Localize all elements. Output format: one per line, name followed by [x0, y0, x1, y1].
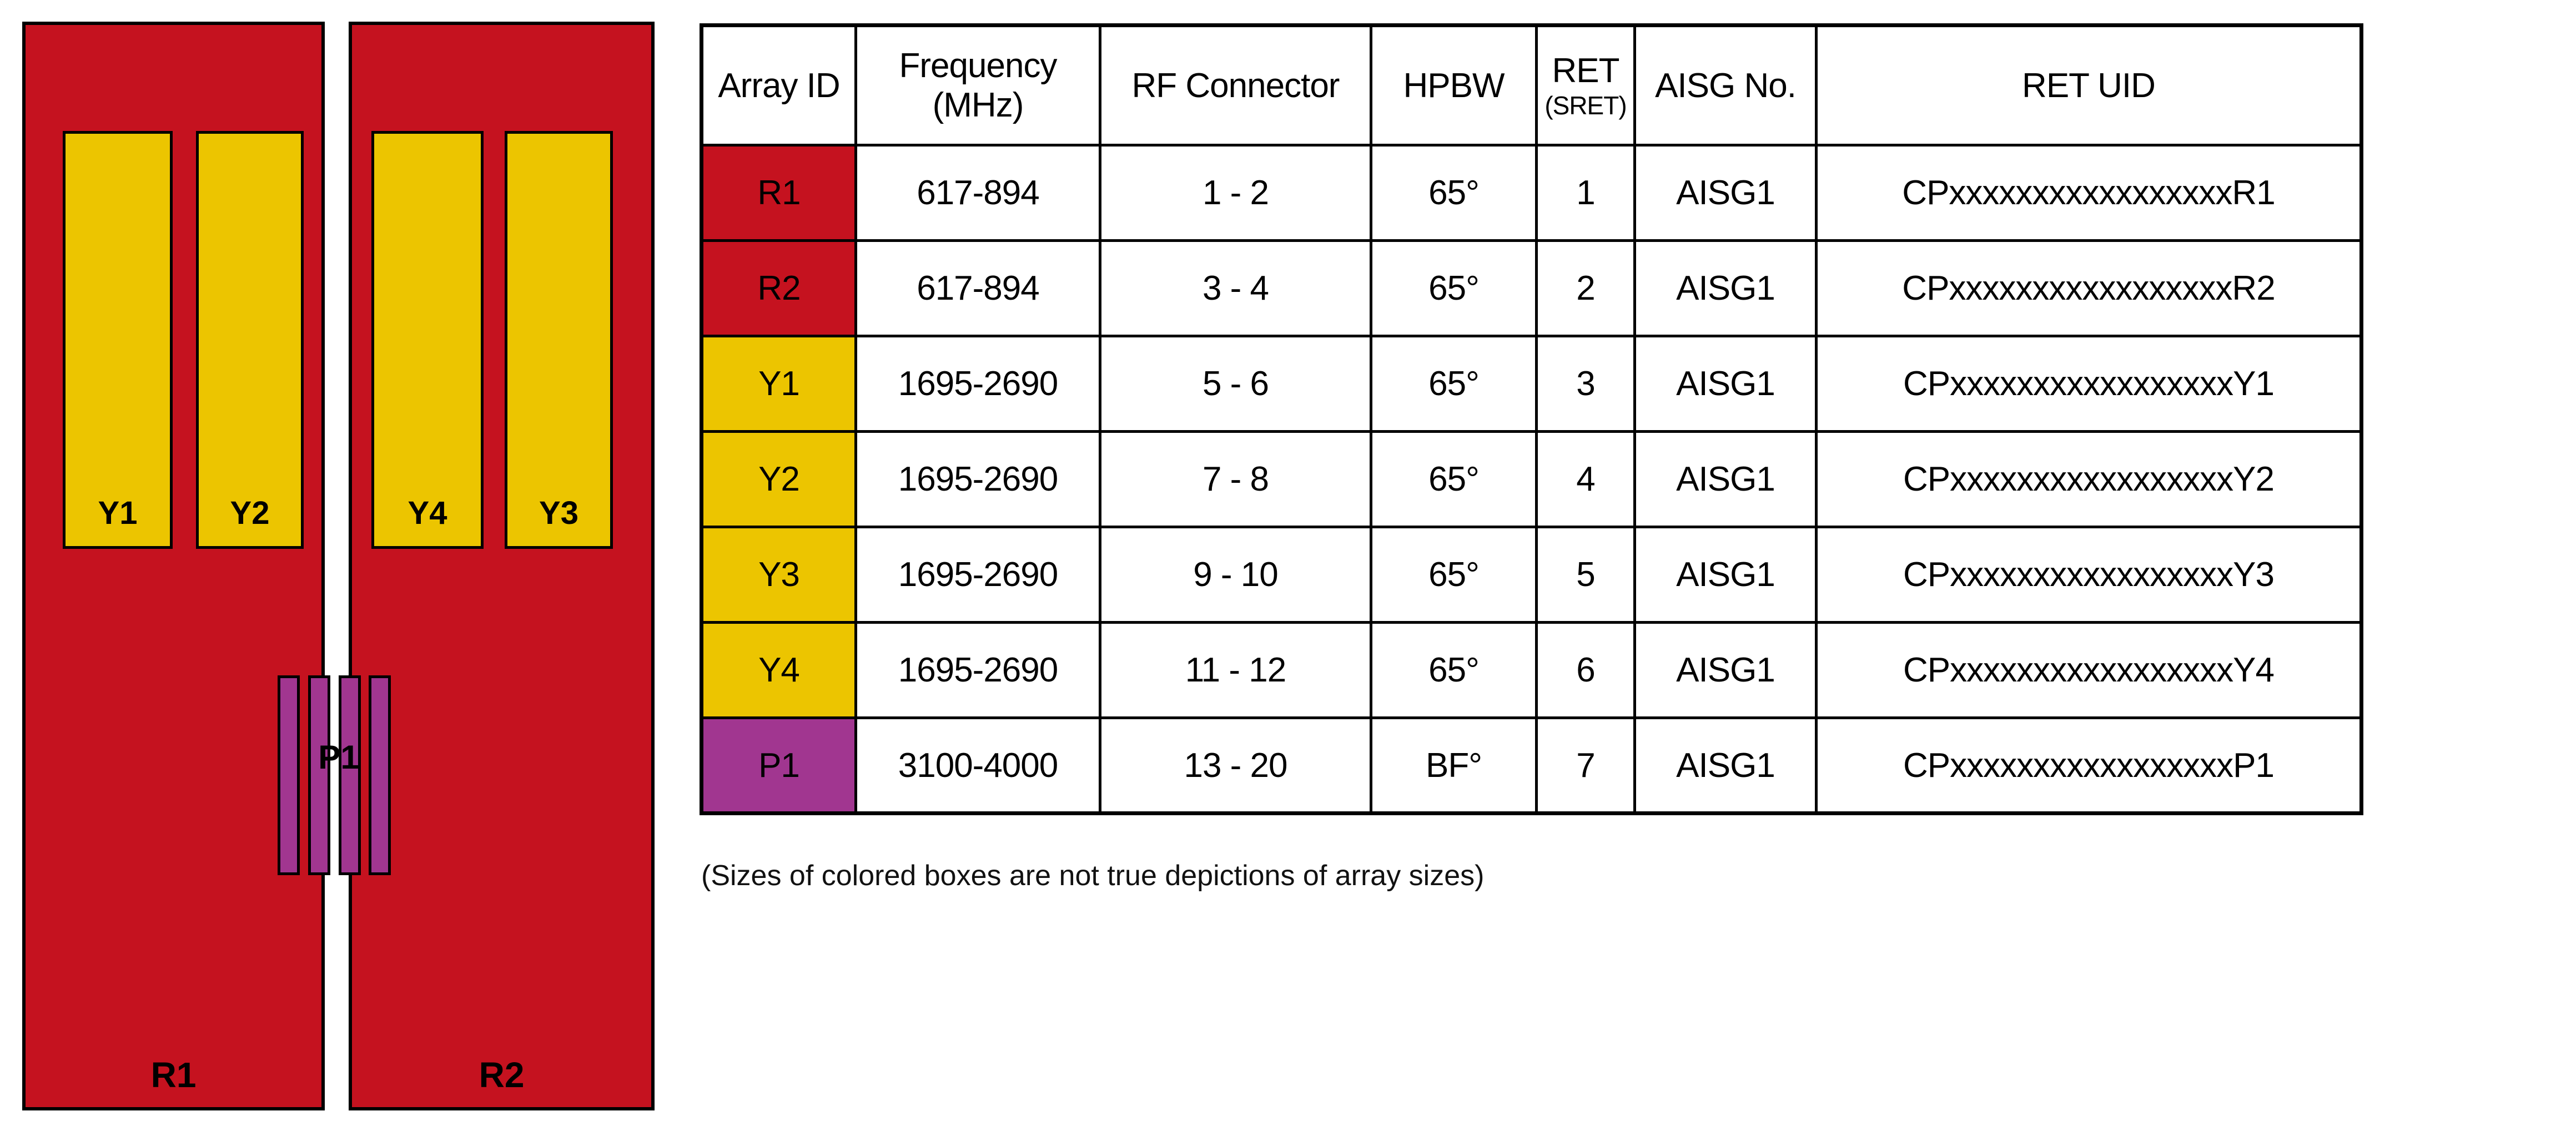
table-row-P1: P1 3100-4000 13 - 20 BF° 7 AISG1 CPxxxxx…: [700, 716, 2363, 815]
ret-uid-cell: CPxxxxxxxxxxxxxxxxxR1: [1815, 144, 2363, 242]
col-header-array-id: Array ID: [700, 24, 857, 147]
ret-cell: 1: [1535, 144, 1636, 242]
array-id-cell: R1: [700, 144, 857, 242]
hpbw-cell: 65°: [1370, 621, 1538, 719]
table-row-R1: R1 617-894 1 - 2 65° 1 AISG1 CPxxxxxxxxx…: [700, 144, 2363, 242]
col-header-rf-connector: RF Connector: [1099, 24, 1372, 147]
hpbw-cell: 65°: [1370, 430, 1538, 528]
table-row-Y3: Y3 1695-2690 9 - 10 65° 5 AISG1 CPxxxxxx…: [700, 526, 2363, 624]
p1-strip-1: [278, 675, 300, 875]
array-id-cell: Y1: [700, 335, 857, 433]
col-header-aisg-no-text: AISG No.: [1655, 66, 1797, 105]
table-row-Y4: Y4 1695-2690 11 - 12 65° 6 AISG1 CPxxxxx…: [700, 621, 2363, 719]
aisg-no-cell: AISG1: [1633, 526, 1818, 624]
col-header-frequency-unit: (MHz): [932, 86, 1024, 124]
ret-cell: 2: [1535, 239, 1636, 337]
ret-cell: 4: [1535, 430, 1636, 528]
size-disclaimer-caption: (Sizes of colored boxes are not true dep…: [701, 860, 1485, 892]
panel-R2-label: R2: [479, 1055, 525, 1095]
aisg-no-cell: AISG1: [1633, 621, 1818, 719]
array-box-Y2: Y2: [196, 131, 304, 549]
aisg-no-cell: AISG1: [1633, 144, 1818, 242]
rf-connector-cell: 3 - 4: [1099, 239, 1372, 337]
ret-cell: 7: [1535, 716, 1636, 815]
col-header-ret-sub: (SRET): [1544, 90, 1627, 120]
rf-connector-cell: 13 - 20: [1099, 716, 1372, 815]
col-header-ret-uid-text: RET UID: [2022, 66, 2156, 105]
array-box-Y4-label: Y4: [407, 495, 447, 531]
rf-connector-cell: 7 - 8: [1099, 430, 1372, 528]
array-box-Y4: Y4: [371, 131, 484, 549]
panel-R1-label: R1: [150, 1055, 197, 1095]
frequency-cell: 1695-2690: [854, 621, 1101, 719]
array-id-cell: R2: [700, 239, 857, 337]
ret-cell: 5: [1535, 526, 1636, 624]
array-box-Y1-label: Y1: [98, 495, 138, 531]
aisg-no-cell: AISG1: [1633, 716, 1818, 815]
array-id-cell: Y3: [700, 526, 857, 624]
p1-strip-2: [308, 675, 330, 875]
array-box-Y2-label: Y2: [230, 495, 270, 531]
col-header-frequency-text: Frequency: [899, 47, 1058, 85]
col-header-ret-uid: RET UID: [1815, 24, 2363, 147]
frequency-cell: 3100-4000: [854, 716, 1101, 815]
aisg-no-cell: AISG1: [1633, 239, 1818, 337]
frequency-cell: 1695-2690: [854, 430, 1101, 528]
array-id-cell: P1: [700, 716, 857, 815]
p1-strip-3: [339, 675, 361, 875]
array-P1-label: P1: [318, 739, 359, 776]
frequency-cell: 617-894: [854, 144, 1101, 242]
rf-connector-cell: 1 - 2: [1099, 144, 1372, 242]
ret-uid-cell: CPxxxxxxxxxxxxxxxxxR2: [1815, 239, 2363, 337]
col-header-frequency: Frequency (MHz): [854, 24, 1101, 147]
col-header-rf-connector-text: RF Connector: [1131, 66, 1340, 105]
col-header-hpbw: HPBW: [1370, 24, 1538, 147]
header-row: Array ID Frequency (MHz) RF Connector HPB…: [700, 24, 2363, 147]
col-header-ret-text: RET: [1552, 51, 1620, 90]
hpbw-cell: BF°: [1370, 716, 1538, 815]
hpbw-cell: 65°: [1370, 144, 1538, 242]
rf-connector-cell: 5 - 6: [1099, 335, 1372, 433]
ret-uid-cell: CPxxxxxxxxxxxxxxxxxY3: [1815, 526, 2363, 624]
hpbw-cell: 65°: [1370, 335, 1538, 433]
hpbw-cell: 65°: [1370, 239, 1538, 337]
col-header-hpbw-text: HPBW: [1403, 66, 1505, 105]
frequency-cell: 1695-2690: [854, 526, 1101, 624]
col-header-aisg-no: AISG No.: [1633, 24, 1818, 147]
array-id-cell: Y4: [700, 621, 857, 719]
hpbw-cell: 65°: [1370, 526, 1538, 624]
ret-uid-cell: CPxxxxxxxxxxxxxxxxxY1: [1815, 335, 2363, 433]
col-header-ret: RET (SRET): [1535, 24, 1636, 147]
array-spec-table: Array ID Frequency (MHz) RF Connector HPB…: [700, 23, 2363, 815]
frequency-cell: 617-894: [854, 239, 1101, 337]
array-box-Y3-label: Y3: [539, 495, 578, 531]
ret-uid-cell: CPxxxxxxxxxxxxxxxxxY2: [1815, 430, 2363, 528]
ret-uid-cell: CPxxxxxxxxxxxxxxxxxY4: [1815, 621, 2363, 719]
aisg-no-cell: AISG1: [1633, 335, 1818, 433]
rf-connector-cell: 11 - 12: [1099, 621, 1372, 719]
rf-connector-cell: 9 - 10: [1099, 526, 1372, 624]
table-row-R2: R2 617-894 3 - 4 65° 2 AISG1 CPxxxxxxxxx…: [700, 239, 2363, 337]
p1-strip-4: [369, 675, 391, 875]
ret-cell: 6: [1535, 621, 1636, 719]
col-header-array-id-text: Array ID: [718, 66, 840, 105]
table-row-Y2: Y2 1695-2690 7 - 8 65° 4 AISG1 CPxxxxxxx…: [700, 430, 2363, 528]
array-id-cell: Y2: [700, 430, 857, 528]
frequency-cell: 1695-2690: [854, 335, 1101, 433]
array-box-Y3: Y3: [505, 131, 613, 549]
aisg-no-cell: AISG1: [1633, 430, 1818, 528]
ret-cell: 3: [1535, 335, 1636, 433]
ret-uid-cell: CPxxxxxxxxxxxxxxxxxP1: [1815, 716, 2363, 815]
array-box-Y1: Y1: [63, 131, 173, 549]
table-row-Y1: Y1 1695-2690 5 - 6 65° 3 AISG1 CPxxxxxxx…: [700, 335, 2363, 433]
